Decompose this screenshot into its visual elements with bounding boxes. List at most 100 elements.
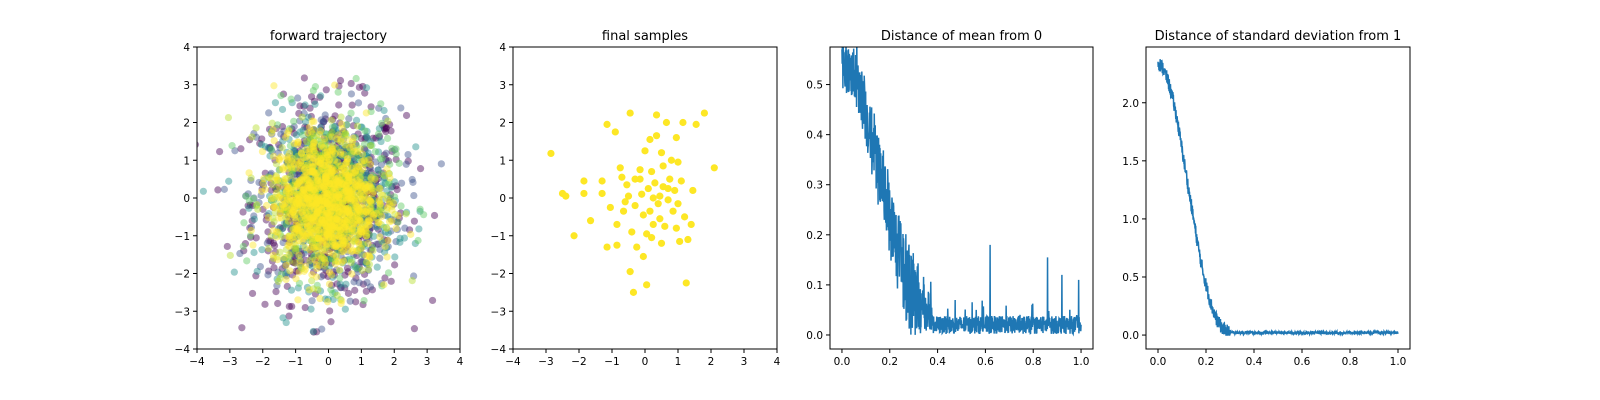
trajectory-point xyxy=(410,272,418,280)
trajectory-point xyxy=(410,217,418,225)
trajectory-point xyxy=(228,142,236,150)
trajectory-point xyxy=(310,328,318,336)
trajectory-point xyxy=(290,179,298,187)
trajectory-point xyxy=(364,149,372,157)
trajectory-point xyxy=(345,115,353,123)
trajectory-point xyxy=(271,99,280,107)
trajectory-point xyxy=(307,254,316,262)
trajectory-point xyxy=(353,213,362,221)
trajectory-point xyxy=(335,201,343,209)
trajectory-point xyxy=(294,150,303,158)
trajectory-point xyxy=(246,201,254,209)
trajectory-point xyxy=(337,228,345,237)
trajectory-point xyxy=(324,171,332,179)
trajectory-point xyxy=(354,178,362,186)
trajectory-point xyxy=(303,159,312,167)
trajectory-point xyxy=(339,135,348,143)
trajectory-point xyxy=(327,193,335,201)
trajectory-point xyxy=(300,109,308,118)
trajectory-point xyxy=(308,144,317,152)
trajectory-point xyxy=(220,185,228,193)
trajectory-point xyxy=(354,130,362,138)
trajectory-point xyxy=(348,218,356,227)
trajectory-point xyxy=(320,133,328,141)
trajectory-point xyxy=(334,88,342,96)
sample-point xyxy=(598,189,606,198)
trajectory-point xyxy=(350,158,358,166)
trajectory-point xyxy=(254,205,262,213)
trajectory-point xyxy=(293,227,301,236)
trajectory-point xyxy=(296,172,304,180)
trajectory-point xyxy=(384,180,392,188)
trajectory-point xyxy=(310,142,318,150)
trajectory-point xyxy=(428,296,437,305)
trajectory-point xyxy=(266,237,275,245)
trajectory-point xyxy=(430,211,439,220)
trajectory-point xyxy=(347,241,355,249)
trajectory-point xyxy=(341,238,349,246)
trajectory-point xyxy=(337,135,345,143)
trajectory-point xyxy=(355,182,363,190)
trajectory-point xyxy=(327,221,335,229)
trajectory-point xyxy=(362,84,371,92)
trajectory-point xyxy=(333,280,341,288)
trajectory-point xyxy=(350,262,358,270)
trajectory-point xyxy=(393,225,402,234)
trajectory-point xyxy=(311,219,319,227)
trajectory-point xyxy=(355,83,363,91)
trajectory-point xyxy=(264,247,272,255)
trajectory-point xyxy=(299,227,307,235)
trajectory-point xyxy=(361,192,369,200)
trajectory-point xyxy=(290,146,298,154)
trajectory-point xyxy=(259,180,267,188)
trajectory-point xyxy=(256,139,264,148)
trajectory-point xyxy=(272,204,280,212)
trajectory-point xyxy=(342,143,350,151)
trajectory-point xyxy=(363,235,371,243)
trajectory-point xyxy=(381,125,389,133)
trajectory-point xyxy=(327,217,335,225)
trajectory-point xyxy=(287,163,296,171)
trajectory-point xyxy=(283,196,291,204)
trajectory-point xyxy=(312,167,321,175)
trajectory-point xyxy=(289,271,297,279)
trajectory-point xyxy=(348,101,356,109)
trajectory-point xyxy=(328,208,336,216)
trajectory-point xyxy=(300,137,308,145)
trajectory-point xyxy=(318,175,327,183)
trajectory-point xyxy=(340,128,348,136)
trajectory-point xyxy=(339,152,347,160)
trajectory-point xyxy=(313,180,321,188)
series-step-group-3 xyxy=(199,84,424,336)
trajectory-point xyxy=(383,224,391,232)
trajectory-point xyxy=(335,216,343,224)
trajectory-point xyxy=(322,243,330,252)
trajectory-point xyxy=(284,159,292,167)
trajectory-point xyxy=(321,254,329,262)
trajectory-point xyxy=(297,263,305,272)
trajectory-point xyxy=(296,210,304,218)
trajectory-point xyxy=(305,288,313,296)
trajectory-point xyxy=(341,271,349,279)
trajectory-point xyxy=(327,178,335,186)
trajectory-point xyxy=(360,226,369,234)
trajectory-point xyxy=(317,166,326,174)
trajectory-point xyxy=(285,135,293,143)
trajectory-point xyxy=(299,184,307,192)
trajectory-point xyxy=(376,254,384,262)
trajectory-point xyxy=(308,242,317,250)
trajectory-point xyxy=(332,188,340,196)
trajectory-point xyxy=(334,210,342,218)
trajectory-point xyxy=(361,157,369,165)
trajectory-point xyxy=(355,246,363,254)
trajectory-point xyxy=(317,156,325,164)
trajectory-point xyxy=(359,198,367,206)
trajectory-point xyxy=(239,242,247,250)
trajectory-point xyxy=(266,152,274,160)
trajectory-point xyxy=(344,235,352,243)
trajectory-point xyxy=(326,223,334,231)
trajectory-point xyxy=(246,224,254,232)
trajectory-point xyxy=(318,227,327,235)
trajectory-point xyxy=(350,225,358,233)
trajectory-point xyxy=(352,116,361,124)
